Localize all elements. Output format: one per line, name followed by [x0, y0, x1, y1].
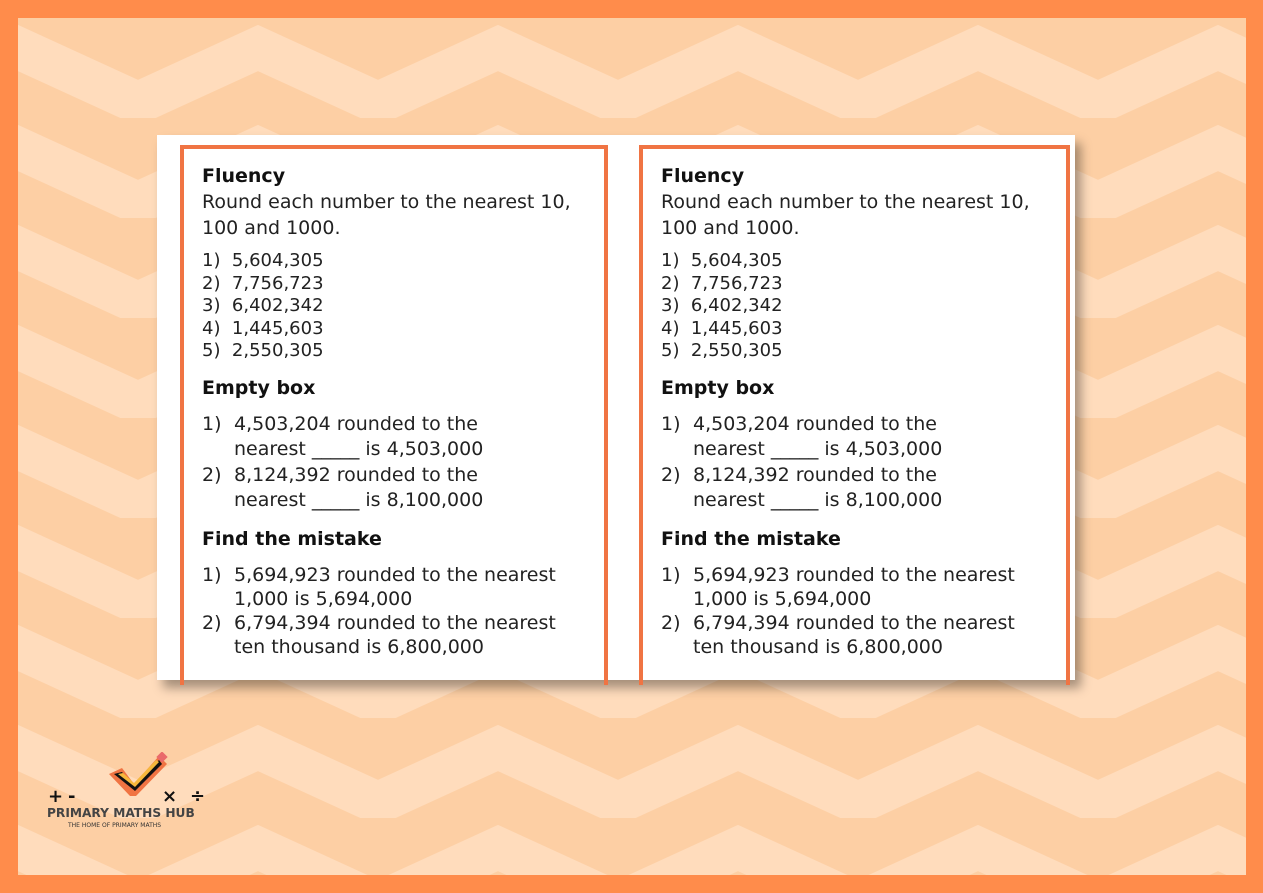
item-text: 5,694,923 rounded to the nearest 1,000 i… [234, 563, 556, 610]
list-item: 2) 6,794,394 rounded to the nearest ten t… [661, 611, 1066, 659]
item-number: 2) [202, 463, 222, 486]
fluency-instruction: Round each number to the nearest 10, 100… [202, 191, 571, 239]
fluency-heading: Fluency [202, 165, 286, 187]
list-item: 1) 5,604,305 [202, 250, 324, 271]
item-number: 1) [661, 412, 681, 435]
find-mistake-heading: Find the mistake [661, 527, 841, 550]
svg-text:THE HOME OF PRIMARY MATHS: THE HOME OF PRIMARY MATHS [67, 822, 161, 829]
find-mistake-list: 1) 5,694,923 rounded to the nearest 1,000… [661, 563, 1066, 659]
list-item: 1) 5,604,305 [661, 250, 783, 271]
list-item: 2) 7,756,723 [202, 272, 324, 294]
item-number: 1) [202, 563, 222, 586]
item-number: 2) [661, 611, 681, 634]
item-text: 6,794,394 rounded to the nearest ten tho… [693, 611, 1015, 658]
question-card-right: Fluency Round each number to the nearest… [639, 145, 1070, 685]
empty-box-list: 1) 4,503,204 rounded to the nearest _____… [661, 412, 1066, 514]
item-number: 1) [202, 412, 222, 435]
list-item: 4) 1,445,603 [202, 317, 324, 339]
list-item: 5) 2,550,305 [661, 340, 783, 362]
list-item: 1) 5,694,923 rounded to the nearest 1,000… [202, 563, 604, 611]
list-item: 1) 4,503,204 rounded to the nearest _____… [202, 412, 604, 463]
item-text: 8,124,392 rounded to the nearest _____ i… [234, 463, 484, 512]
fluency-list: 1) 5,604,305 2) 7,756,723 3) 6,402,342 4) 1… [202, 250, 604, 363]
svg-text:PRIMARY MATHS HUB: PRIMARY MATHS HUB [47, 806, 195, 820]
fluency-instruction: Round each number to the nearest 10, 100… [661, 191, 1030, 239]
fluency-heading: Fluency [661, 165, 745, 187]
list-item: 4) 1,445,603 [661, 317, 783, 339]
item-number: 1) [661, 563, 681, 586]
find-mistake-heading: Find the mistake [202, 527, 382, 550]
item-text: 5,694,923 rounded to the nearest 1,000 i… [693, 563, 1015, 610]
list-item: 1) 4,503,204 rounded to the nearest _____… [661, 412, 1066, 463]
list-item: 2) 6,794,394 rounded to the nearest ten t… [202, 611, 604, 659]
svg-text:+: + [48, 786, 63, 807]
item-text: 8,124,392 rounded to the nearest _____ i… [693, 463, 943, 512]
list-item: 2) 8,124,392 rounded to the nearest _____… [202, 463, 604, 514]
list-item: 5) 2,550,305 [202, 340, 324, 362]
item-text: 4,503,204 rounded to the nearest _____ i… [693, 412, 943, 461]
list-item: 2) 7,756,723 [661, 272, 783, 294]
svg-text:÷: ÷ [190, 786, 205, 807]
svg-text:-: - [68, 786, 75, 807]
empty-box-heading: Empty box [661, 376, 775, 399]
question-card-left: Fluency Round each number to the nearest… [180, 145, 608, 685]
list-item: 3) 6,402,342 [202, 295, 324, 317]
item-text: 6,794,394 rounded to the nearest ten tho… [234, 611, 556, 658]
primary-maths-hub-logo: + - × ÷ PRIMARY MATHS HUB THE HOME OF PR… [44, 751, 224, 832]
item-number: 2) [661, 463, 681, 486]
find-mistake-list: 1) 5,694,923 rounded to the nearest 1,000… [202, 563, 604, 659]
svg-text:×: × [162, 786, 177, 807]
item-text: 4,503,204 rounded to the nearest _____ i… [234, 412, 484, 461]
list-item: 3) 6,402,342 [661, 295, 783, 317]
worksheet-panel: Fluency Round each number to the nearest… [157, 135, 1075, 685]
list-item: 2) 8,124,392 rounded to the nearest _____… [661, 463, 1066, 514]
fluency-list: 1) 5,604,305 2) 7,756,723 3) 6,402,342 4) 1… [661, 250, 1066, 363]
item-number: 2) [202, 611, 222, 634]
empty-box-heading: Empty box [202, 376, 316, 399]
empty-box-list: 1) 4,503,204 rounded to the nearest _____… [202, 412, 604, 514]
list-item: 1) 5,694,923 rounded to the nearest 1,000… [661, 563, 1066, 611]
